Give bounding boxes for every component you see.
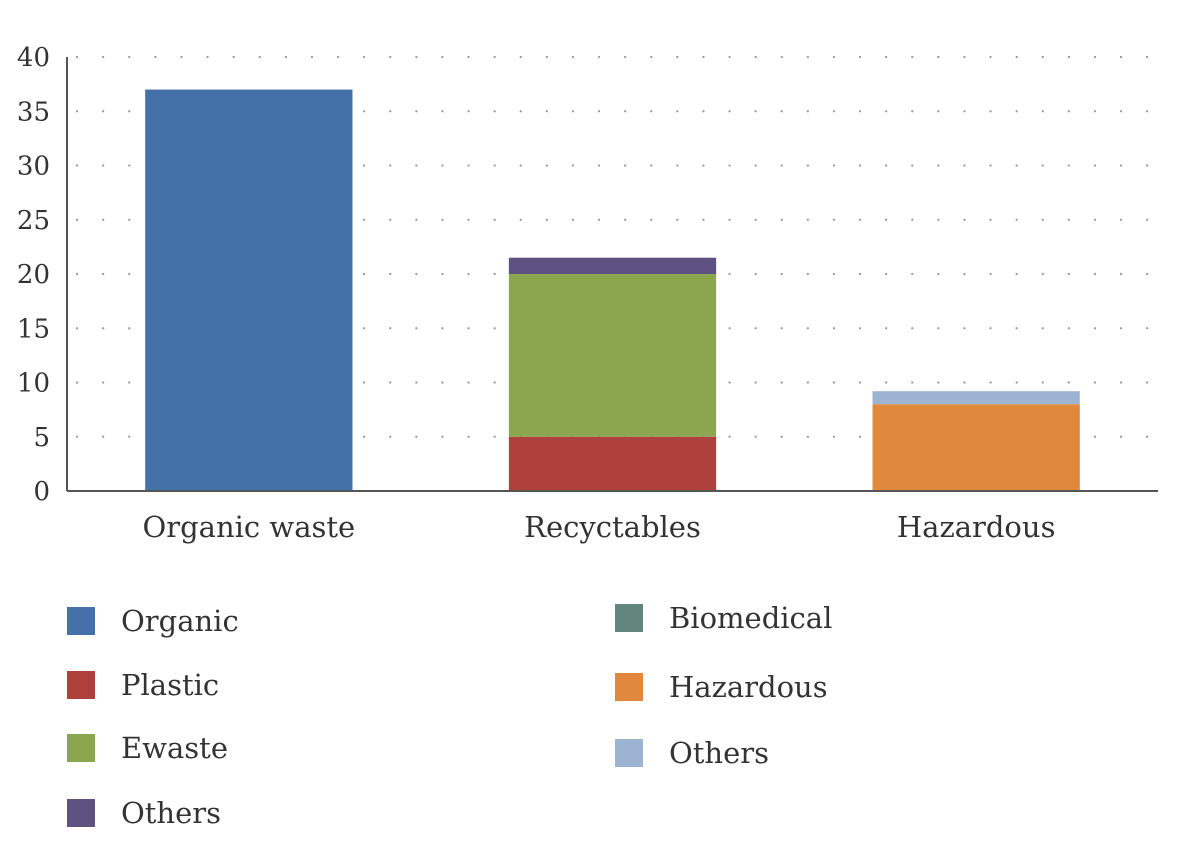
bar-1-series-3 (508, 257, 717, 274)
axes (66, 57, 1158, 492)
y-axis-tick-labels: 0 5 10 15 20 25 30 35 40 (17, 43, 50, 507)
x-axis-tick-labels: Organic waste Recyctables Hazardous (142, 510, 1055, 544)
legend-swatch (67, 607, 95, 635)
legend-swatch (615, 604, 643, 632)
legend-swatch (67, 799, 95, 827)
y-tick-label-0: 0 (33, 477, 50, 507)
bar-2-series-5 (872, 404, 1080, 491)
y-tick-label-8: 40 (17, 43, 50, 73)
y-tick-label-7: 35 (17, 97, 50, 127)
legend-label: Others (669, 736, 770, 770)
x-tick-label-1: Recyctables (524, 510, 701, 544)
bar-1-series-1 (508, 436, 717, 491)
y-tick-label-5: 25 (17, 206, 50, 236)
bars (145, 89, 1080, 492)
y-tick-label-1: 5 (33, 423, 50, 453)
legend-label: Hazardous (669, 670, 828, 704)
x-tick-label-2: Hazardous (897, 510, 1056, 544)
bar-2-series-6 (872, 391, 1080, 405)
legend-item-left-2: Ewaste (67, 731, 228, 765)
y-tick-label-4: 20 (17, 260, 50, 290)
legend-label: Others (121, 796, 222, 830)
legend-item-right-0: Biomedical (615, 601, 833, 635)
legend-swatch (615, 673, 643, 701)
legend-label: Organic (121, 604, 239, 638)
legend-item-left-0: Organic (67, 604, 239, 638)
legend-item-right-2: Others (615, 736, 770, 770)
legend-label: Plastic (121, 668, 220, 702)
legend-swatch (615, 739, 643, 767)
legend-label: Ewaste (121, 731, 228, 765)
legend-item-right-1: Hazardous (615, 670, 828, 704)
legend-swatch (67, 734, 95, 762)
x-tick-label-0: Organic waste (142, 510, 355, 544)
legend-item-left-3: Others (67, 796, 222, 830)
bar-0-series-0 (145, 89, 353, 492)
legend-swatch (67, 671, 95, 699)
y-tick-label-6: 30 (17, 152, 50, 182)
y-tick-label-2: 10 (17, 369, 50, 399)
stacked-bar-chart: 0 5 10 15 20 25 30 35 40 Organic waste Recyctable… (17, 43, 1160, 544)
legend-item-left-1: Plastic (67, 668, 220, 702)
bar-1-series-2 (508, 274, 717, 437)
legend-label: Biomedical (669, 601, 833, 635)
y-tick-label-3: 15 (17, 314, 50, 344)
